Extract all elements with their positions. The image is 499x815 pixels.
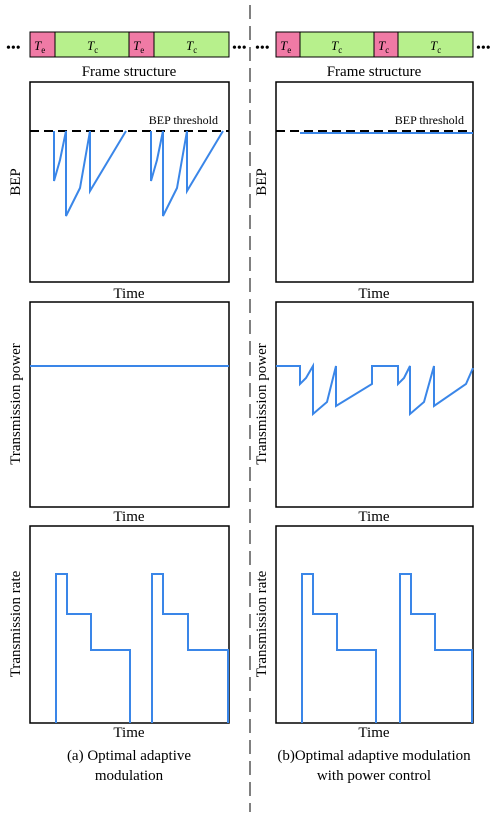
tc-slot-label: Tc xyxy=(186,38,197,55)
power-ylabel: Transmission power xyxy=(8,343,24,465)
ellipsis-icon: ••• xyxy=(6,41,21,56)
te-slot xyxy=(275,31,301,58)
te-slot-label: Te xyxy=(280,38,291,55)
power-ylabel: Transmission power xyxy=(254,343,270,465)
bep-panel-right: BEP threshold BEP Time xyxy=(254,81,474,302)
rate-curve xyxy=(55,573,131,723)
rate-curve xyxy=(399,573,473,723)
power-curve xyxy=(276,362,474,417)
time-xlabel: Time xyxy=(358,509,389,525)
bep-threshold-label: BEP threshold xyxy=(149,113,218,127)
rate-panel-right: Transmission rate Time xyxy=(254,525,474,741)
plot-frame xyxy=(275,525,474,724)
time-xlabel: Time xyxy=(358,725,389,741)
bep-curve xyxy=(53,130,127,217)
plot-frame xyxy=(275,81,474,283)
te-slot-label: Tc xyxy=(378,38,389,55)
tc-slot xyxy=(54,31,130,58)
tc-slot-label: Tc xyxy=(331,38,342,55)
time-xlabel: Time xyxy=(113,509,144,525)
te-slot xyxy=(128,31,155,58)
caption-left-line2: modulation xyxy=(95,768,164,784)
bep-ylabel: BEP xyxy=(8,168,24,196)
frame-structure-caption: Frame structure xyxy=(327,64,422,80)
rate-ylabel: Transmission rate xyxy=(8,570,24,677)
left-column: ••• Te Tc Te Tc ••• Frame structure BEP … xyxy=(6,31,247,784)
frame-structure-caption: Frame structure xyxy=(82,64,177,80)
bep-panel-left: BEP threshold BEP Time xyxy=(8,81,230,302)
time-xlabel: Time xyxy=(113,725,144,741)
power-panel-right: Transmission power Time xyxy=(254,301,474,525)
right-column: ••• Te Tc Tc Tc ••• Frame structure BEP … xyxy=(254,31,491,784)
bep-ylabel: BEP xyxy=(254,168,270,196)
frame-structure-right: ••• Te Tc Tc Tc ••• Frame structure xyxy=(255,31,491,80)
plot-frame xyxy=(29,301,230,508)
bep-curve xyxy=(150,130,224,217)
tc-slot-label: Tc xyxy=(430,38,441,55)
frame-structure-left: ••• Te Tc Te Tc ••• Frame structure xyxy=(6,31,247,80)
bep-threshold-label: BEP threshold xyxy=(395,113,464,127)
tc-slot xyxy=(397,31,474,58)
ellipsis-icon: ••• xyxy=(232,41,247,56)
caption-right-line2: with power control xyxy=(317,768,431,784)
time-xlabel: Time xyxy=(113,286,144,302)
caption-left-line1: (a) Optimal adaptive xyxy=(67,748,191,764)
rate-ylabel: Transmission rate xyxy=(254,570,270,677)
ellipsis-icon: ••• xyxy=(255,41,270,56)
te-slot-label: Te xyxy=(133,38,144,55)
plot-frame xyxy=(29,81,230,283)
ellipsis-icon: ••• xyxy=(476,41,491,56)
te-slot xyxy=(373,31,399,58)
time-xlabel: Time xyxy=(358,286,389,302)
te-slot-label: Te xyxy=(34,38,45,55)
power-panel-left: Transmission power Time xyxy=(8,301,230,525)
tc-slot xyxy=(153,31,230,58)
plot-frame xyxy=(275,301,474,508)
rate-curve xyxy=(151,573,229,723)
tc-slot-label: Tc xyxy=(87,38,98,55)
rate-panel-left: Transmission rate Time xyxy=(8,525,230,741)
caption-right-line1: (b)Optimal adaptive modulation xyxy=(277,748,471,764)
rate-curve xyxy=(301,573,377,723)
